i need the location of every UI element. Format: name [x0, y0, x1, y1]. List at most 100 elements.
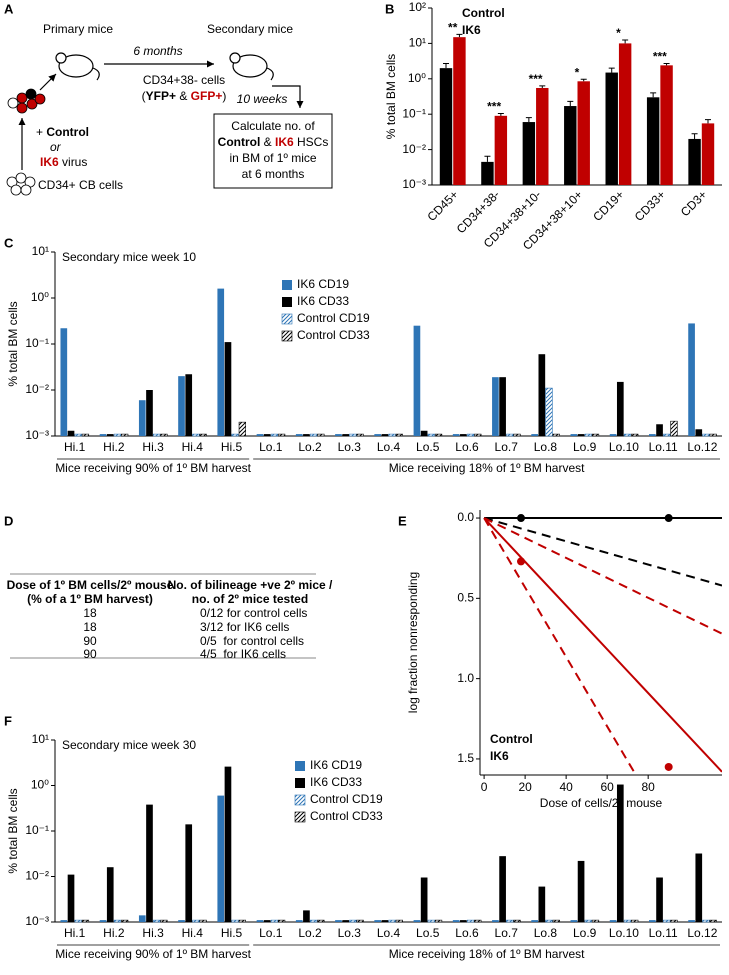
y-tick-label: 10⁻²	[402, 142, 426, 156]
legend-label: Control CD19	[310, 792, 383, 806]
fit-line	[483, 517, 637, 775]
x-tick-label: Lo.5	[416, 440, 440, 454]
legend-label: IK6	[462, 23, 481, 37]
x-tick-label: Lo.1	[259, 440, 283, 454]
bar	[427, 433, 435, 437]
bar	[192, 919, 200, 923]
bar	[609, 434, 617, 436]
legend-label: IK6 CD33	[297, 294, 349, 308]
y-tick-label: 10⁻¹	[25, 823, 49, 837]
x-tick-label: 80	[641, 780, 655, 794]
bar	[138, 400, 146, 436]
bar	[646, 97, 660, 185]
table-cell: 90	[83, 634, 97, 648]
bar	[660, 65, 673, 185]
bar	[536, 87, 549, 185]
bar	[460, 920, 467, 922]
error-bar	[525, 117, 532, 123]
bar	[153, 919, 161, 923]
legend-label: IK6	[490, 749, 509, 763]
bar	[231, 433, 239, 437]
significance: ***	[487, 100, 501, 114]
y-tick-label: 10⁰	[31, 778, 49, 792]
x-tick-label: Lo.10	[609, 440, 639, 454]
legend-swatch	[282, 297, 292, 307]
arrow	[272, 85, 304, 108]
x-axis-label: Dose of cells/2º mouse	[540, 796, 663, 810]
bar	[356, 433, 364, 437]
bar	[531, 920, 538, 922]
bar	[335, 434, 342, 436]
x-tick-label: Hi.3	[142, 440, 164, 454]
bar	[427, 919, 435, 923]
bar	[74, 433, 82, 437]
bar	[356, 919, 364, 923]
bar	[121, 433, 129, 437]
x-tick-label: Hi.4	[182, 440, 204, 454]
bar	[395, 433, 403, 437]
bar	[702, 919, 710, 923]
x-tick-label: Hi.4	[182, 926, 204, 940]
bar	[513, 919, 521, 923]
error-bar	[567, 100, 574, 107]
bar	[317, 919, 325, 923]
label: Secondary mice	[207, 22, 293, 36]
bar	[609, 920, 617, 922]
chart-title: Secondary mice week 10	[62, 250, 196, 264]
error-bar	[650, 92, 657, 98]
bar	[545, 919, 553, 923]
bar	[146, 804, 153, 922]
bar	[618, 43, 632, 186]
bar	[342, 434, 349, 436]
bar	[60, 920, 68, 922]
bar	[309, 433, 318, 437]
bar	[499, 856, 506, 922]
bar	[349, 919, 357, 923]
x-tick-label: Lo.7	[495, 440, 519, 454]
x-tick-label: 40	[559, 780, 573, 794]
bar	[591, 919, 600, 923]
bar	[106, 434, 114, 436]
error-bar	[691, 133, 698, 139]
bar	[434, 433, 443, 437]
bar	[238, 421, 246, 437]
legend-label: Control CD33	[297, 328, 370, 342]
x-tick-label: Hi.1	[64, 926, 86, 940]
label: (YFP+ & GFP+)	[142, 89, 227, 103]
x-tick-label: 0	[481, 780, 488, 794]
y-tick-label: 10²	[409, 0, 426, 14]
bar	[452, 434, 460, 436]
panel-label: D	[4, 513, 13, 528]
bar	[231, 919, 239, 923]
label: or	[50, 140, 62, 154]
y-tick-label: 0.0	[457, 510, 474, 524]
x-tick-label: Lo.2	[298, 440, 322, 454]
bar	[649, 434, 656, 436]
label: Control & IK6 HSCs	[218, 135, 329, 149]
legend-swatch	[281, 313, 293, 325]
table-cell: 18	[83, 620, 97, 634]
bar	[564, 106, 577, 185]
bar	[663, 919, 671, 923]
bar	[460, 434, 467, 436]
bar	[153, 433, 161, 437]
table-cell: 90	[83, 647, 97, 661]
bar	[277, 433, 286, 437]
bar	[688, 138, 701, 185]
bar	[160, 433, 168, 437]
bar	[67, 874, 75, 922]
bar	[577, 81, 590, 185]
bar	[178, 376, 185, 436]
bar	[317, 433, 325, 437]
bar	[453, 37, 466, 186]
legend-swatch	[281, 330, 293, 342]
mouse-icon	[55, 52, 274, 81]
x-tick-label: Lo.11	[649, 440, 678, 454]
legend-label: IK6 CD19	[310, 758, 362, 772]
y-tick-label: 10⁻³	[25, 428, 49, 442]
bar	[224, 342, 232, 436]
bar	[342, 920, 349, 922]
legend-swatch	[294, 811, 306, 823]
bar	[381, 920, 389, 922]
bar	[695, 429, 703, 436]
